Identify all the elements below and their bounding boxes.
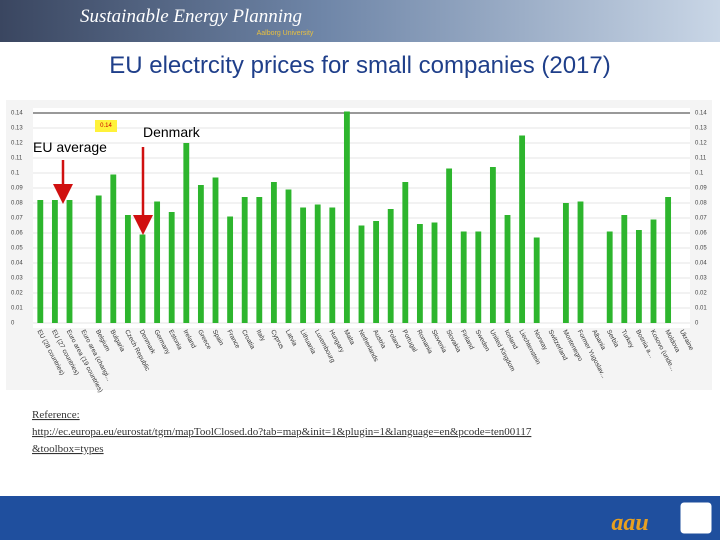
y2-tick-label: 0.1 <box>695 171 704 177</box>
bar <box>110 174 117 323</box>
bar <box>183 143 190 323</box>
slide-title: EU electrcity prices for small companies… <box>109 52 611 79</box>
logo: aau <box>611 510 648 536</box>
bar <box>168 212 175 323</box>
header-title: Sustainable Energy Planning <box>80 6 302 27</box>
bar <box>343 111 350 323</box>
y2-tick-label: 0.04 <box>695 261 707 267</box>
bar <box>562 203 569 323</box>
bar <box>329 207 336 323</box>
reference-label: Reference: <box>32 409 80 421</box>
y-tick-label: 0.06 <box>11 231 23 237</box>
y2-tick-label: 0.02 <box>695 291 707 297</box>
bar <box>489 167 496 323</box>
y2-tick-label: 0.08 <box>695 201 707 207</box>
bar <box>285 189 292 323</box>
bar <box>577 201 584 323</box>
annotation: Denmark <box>143 124 201 140</box>
bar <box>621 215 628 323</box>
bar <box>300 207 307 323</box>
y2-tick-label: 0.03 <box>695 276 707 282</box>
bar <box>95 195 102 323</box>
bar <box>66 200 73 323</box>
bar <box>475 231 482 323</box>
bar <box>197 185 204 323</box>
bar <box>519 135 526 323</box>
y-tick-label: 0.12 <box>11 141 23 147</box>
y-tick-label: 0.05 <box>11 246 23 252</box>
bar <box>402 182 409 323</box>
bar <box>227 216 234 323</box>
logo-badge <box>679 501 713 535</box>
bar <box>241 197 248 323</box>
header-subtitle: Aalborg University <box>257 30 314 37</box>
reference-url[interactable]: http://ec.europa.eu/eurostat/tgm/mapTool… <box>32 426 532 438</box>
y-tick-label: 0 <box>11 321 15 327</box>
bar <box>51 200 58 323</box>
y2-tick-label: 0.07 <box>695 216 707 222</box>
y-tick-label: 0.07 <box>11 216 23 222</box>
bar <box>416 224 423 323</box>
y2-tick-label: 0 <box>695 321 699 327</box>
y-tick-label: 0.13 <box>11 126 23 132</box>
y2-tick-label: 0.12 <box>695 141 707 147</box>
bar <box>650 219 657 323</box>
y2-tick-label: 0.14 <box>695 111 707 117</box>
tooltip-box <box>95 120 117 132</box>
y-tick-label: 0.01 <box>11 306 23 312</box>
y2-tick-label: 0.05 <box>695 246 707 252</box>
bar <box>154 201 161 323</box>
bar <box>504 215 511 323</box>
bar <box>37 200 44 323</box>
bar <box>212 177 219 323</box>
y-tick-label: 0.11 <box>11 156 23 162</box>
y-tick-label: 0.03 <box>11 276 23 282</box>
y2-tick-label: 0.01 <box>695 306 707 312</box>
tooltip: 0.14 <box>100 123 112 129</box>
bar <box>446 168 453 323</box>
annotation: EU average <box>33 139 107 155</box>
bar <box>270 182 277 323</box>
y-tick-label: 0.08 <box>11 201 23 207</box>
bar <box>139 234 146 323</box>
bar <box>606 231 613 323</box>
y-tick-label: 0.1 <box>11 171 20 177</box>
y2-tick-label: 0.11 <box>695 156 707 162</box>
y2-tick-label: 0.06 <box>695 231 707 237</box>
y-tick-label: 0.04 <box>11 261 23 267</box>
bar <box>387 209 394 323</box>
bar <box>373 221 380 323</box>
footer-bar <box>0 496 720 540</box>
y2-tick-label: 0.09 <box>695 186 707 192</box>
bar <box>256 197 263 323</box>
bar <box>431 222 438 323</box>
bar <box>460 231 467 323</box>
y-tick-label: 0.02 <box>11 291 23 297</box>
bar <box>314 204 321 323</box>
header-banner <box>0 0 720 42</box>
y2-tick-label: 0.13 <box>695 126 707 132</box>
bar <box>665 197 672 323</box>
bar <box>533 237 540 323</box>
bar <box>635 230 642 323</box>
y-tick-label: 0.14 <box>11 111 23 117</box>
bar <box>358 225 365 323</box>
bar <box>124 215 131 323</box>
y-tick-label: 0.09 <box>11 186 23 192</box>
reference-url[interactable]: &toolbox=types <box>32 443 104 455</box>
